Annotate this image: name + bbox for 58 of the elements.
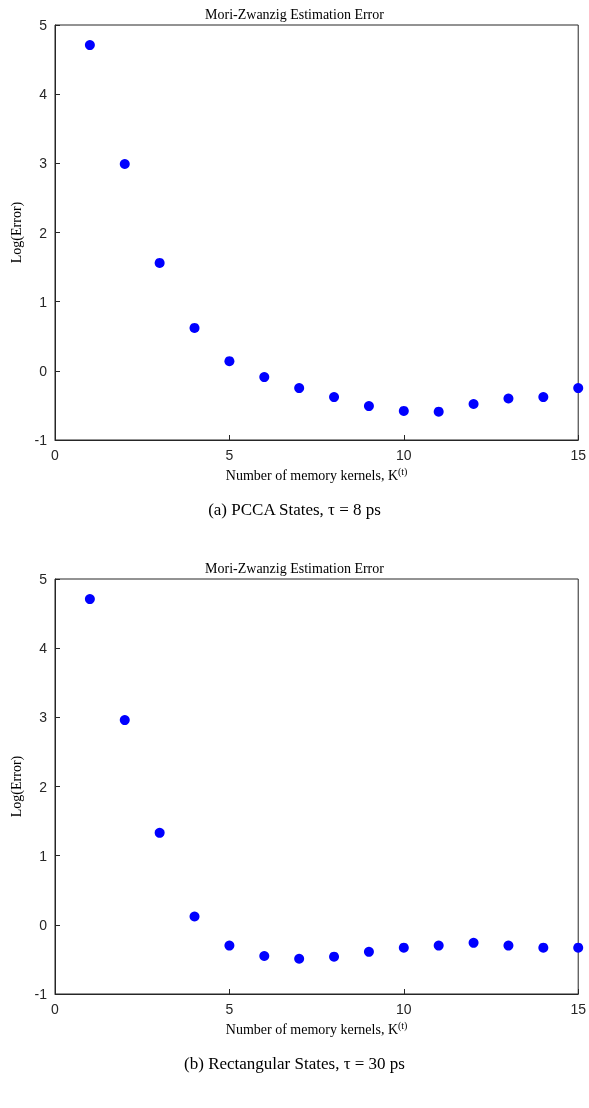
y-tick-label: -1: [34, 986, 48, 1002]
chart-title: Mori-Zwanzig Estimation Error: [205, 6, 385, 22]
point: [294, 953, 305, 964]
x-tick-label: 0: [51, 1001, 60, 1017]
point: [468, 399, 479, 410]
x-tick-label: 15: [570, 1001, 587, 1017]
y-tick-label: 0: [39, 916, 48, 933]
x-tick-label: 0: [51, 447, 60, 463]
y-tick-label: 0: [39, 362, 48, 379]
point: [573, 383, 584, 394]
point: [503, 940, 514, 951]
point: [259, 950, 270, 961]
point: [224, 940, 235, 951]
point: [433, 406, 444, 417]
point: [538, 392, 549, 403]
x-tick-label: 15: [570, 447, 587, 463]
point: [573, 942, 584, 953]
y-tick-label: 1: [39, 847, 48, 864]
y-axis-title: Log(Error): [9, 755, 26, 818]
point: [538, 942, 549, 953]
point: [433, 940, 444, 951]
point: [189, 322, 200, 333]
point: [259, 372, 270, 383]
text: (a) PCCA States, τ = 8 ps: [207, 500, 382, 521]
x-tick-label: 10: [396, 447, 412, 463]
text: (b) Rectangular States, τ = 30 ps: [183, 1054, 406, 1075]
point: [329, 951, 340, 962]
point: [189, 911, 200, 922]
x-tick-label: 5: [225, 1001, 234, 1017]
point: [363, 401, 374, 412]
point: [363, 946, 374, 957]
x-tick-label: 5: [225, 447, 234, 463]
point: [398, 405, 409, 416]
y-axis-title: Log(Error): [9, 201, 26, 264]
y-tick-label: 1: [39, 293, 48, 310]
point: [154, 827, 165, 838]
point: [154, 257, 165, 268]
y-tick-label: 5: [39, 17, 48, 33]
y-tick-label: 2: [39, 224, 48, 241]
point: [84, 594, 95, 605]
x-tick-label: 10: [396, 1001, 412, 1017]
point: [84, 40, 95, 51]
y-tick-label: 5: [39, 571, 48, 587]
chart-title: Mori-Zwanzig Estimation Error: [205, 560, 385, 576]
point: [224, 356, 235, 367]
point: [119, 715, 130, 726]
point: [329, 392, 340, 403]
point: [468, 937, 479, 948]
y-tick-label: 3: [39, 155, 48, 172]
y-tick-label: 4: [39, 640, 48, 657]
y-tick-label: 3: [39, 709, 48, 726]
point: [503, 393, 514, 404]
point: [119, 159, 130, 170]
y-tick-label: 4: [39, 86, 48, 103]
point: [398, 942, 409, 953]
y-tick-label: 2: [39, 778, 48, 795]
y-tick-label: -1: [34, 432, 48, 448]
point: [294, 383, 305, 394]
